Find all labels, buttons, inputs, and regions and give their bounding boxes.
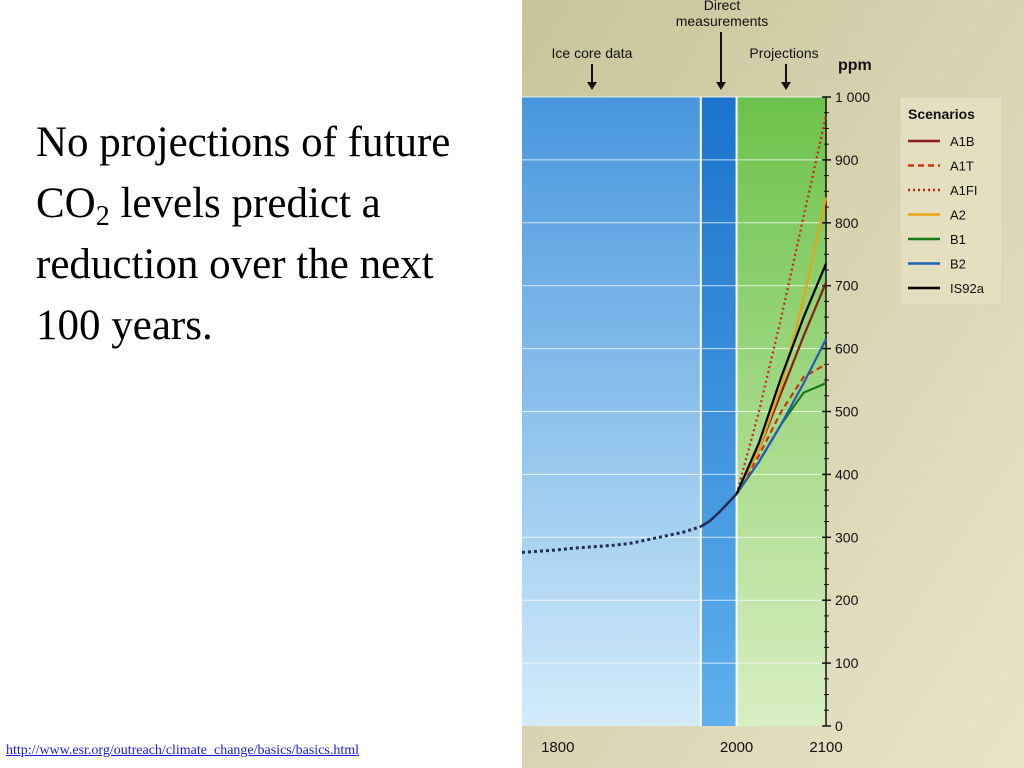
legend-label-a1b: A1B [950,134,975,149]
region-label-direct-line2: measurements [676,13,769,29]
region-arrow-head [716,82,726,90]
slide-text-subscript: 2 [95,201,110,232]
series-line-a1t [735,363,827,495]
x-tick-label: 1800 [541,739,574,756]
y-tick-label: 700 [835,278,859,294]
series-line-is92a [735,263,828,495]
y-tick-label: 600 [835,341,859,357]
legend-label-a1fi: A1FI [950,183,977,198]
legend-label-b1: B1 [950,232,966,247]
co2-chart-panel: Ice core data Direct measurements Projectio… [522,0,1024,768]
y-tick-label: 900 [835,152,859,168]
y-tick-label: 300 [835,529,859,545]
historical-measured-line [700,493,738,528]
y-axis-unit: ppm [838,57,872,74]
source-link[interactable]: http://www.esr.org/outreach/climate_chan… [6,743,360,758]
legend-label-is92a: IS92a [950,281,985,296]
legend-label-b2: B2 [950,257,966,272]
legend-label-a1t: A1T [950,159,974,174]
legend-label-a2: A2 [950,208,966,223]
x-tick-label: 2100 [809,739,842,756]
series-line-b2 [735,338,827,495]
region-label-direct-line1: Direct [704,0,741,13]
y-tick-label: 400 [835,466,859,482]
series-line-a1fi [735,115,828,495]
slide-text-start: No projections of future CO [36,119,451,227]
y-tick-label: 1 000 [835,89,870,105]
legend-title: Scenarios [908,106,975,122]
region-label-projections: Projections [749,45,818,61]
region-label-ice-core: Ice core data [552,45,633,61]
x-tick-label: 2000 [720,739,753,756]
y-tick-label: 100 [835,655,859,671]
y-tick-label: 200 [835,592,859,608]
y-tick-label: 800 [835,215,859,231]
region-arrow-head [781,82,791,90]
y-tick-label: 500 [835,404,859,420]
slide-text-end: levels predict a reduction over the next… [36,180,434,349]
region-arrow-head [587,82,597,90]
series-line-a2 [735,197,828,495]
legend-box [899,96,1003,306]
y-tick-label: 0 [835,718,843,734]
slide-text: No projections of future CO2 levels pred… [36,112,476,356]
historical-ice-core-line [522,525,702,554]
